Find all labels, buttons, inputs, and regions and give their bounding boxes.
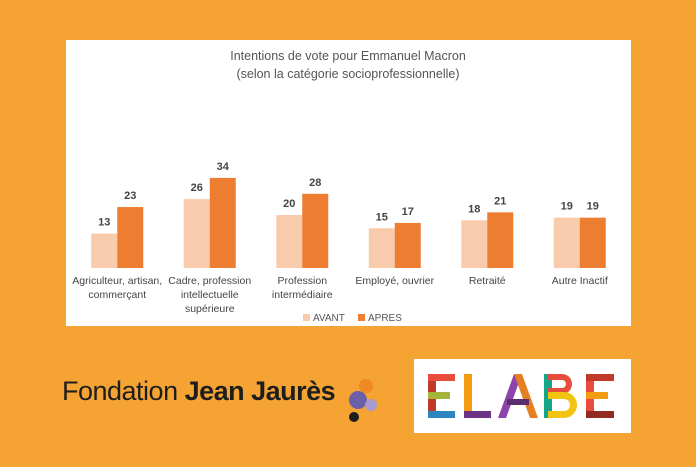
- value-label-avant-4: 18: [468, 203, 480, 215]
- value-label-apres-4: 21: [494, 195, 506, 207]
- labels-group: 13 23 Agriculteur, artisan, commerçant 26 34 C…: [72, 161, 608, 315]
- bar-apres-3: [394, 222, 421, 268]
- value-label-apres-3: 17: [402, 206, 414, 218]
- fondation-jean-jaures-wordmark: Fondation Jean Jaurès: [62, 376, 336, 407]
- category-label-0: Agriculteur, artisan, commerçant: [72, 275, 162, 301]
- category-label-3: Employé, ouvrier: [355, 275, 434, 287]
- legend-swatch-apres: [358, 314, 365, 321]
- elabe-wordmark: [428, 374, 614, 418]
- value-label-avant-1: 26: [191, 182, 203, 194]
- bar-avant-5: [553, 217, 580, 268]
- category-label-4: Retraité: [469, 275, 506, 287]
- bar-avant-0: [91, 233, 118, 268]
- bar-avant-1: [183, 199, 210, 268]
- value-label-apres-2: 28: [309, 177, 321, 189]
- bar-avant-4: [461, 220, 488, 268]
- legend: AVANT APRES: [303, 313, 402, 324]
- legend-label-avant: AVANT: [313, 313, 345, 324]
- category-label-5: Autre Inactif: [552, 275, 608, 287]
- chart-subtitle: (selon la catégorie socioprofessionnelle…: [236, 67, 459, 81]
- fondation-jean-jaures-logo: Fondation Jean Jaurès: [62, 372, 392, 432]
- bar-apres-5: [579, 217, 606, 268]
- value-label-avant-2: 20: [283, 198, 295, 210]
- fondation-word: Fondation: [62, 376, 185, 406]
- chart-panel: Intentions de vote pour Emmanuel Macron …: [66, 40, 631, 326]
- value-label-apres-5: 19: [587, 201, 599, 213]
- value-label-avant-3: 15: [376, 211, 388, 223]
- bar-apres-4: [487, 212, 514, 268]
- chart-title: Intentions de vote pour Emmanuel Macron: [230, 49, 466, 63]
- value-label-apres-1: 34: [217, 161, 230, 173]
- category-label-2: Profession intermédiaire: [272, 275, 333, 301]
- elabe-logo: [414, 359, 631, 433]
- legend-label-apres: APRES: [368, 313, 402, 324]
- bar-apres-1: [209, 177, 236, 268]
- legend-swatch-avant: [303, 314, 310, 321]
- value-label-avant-5: 19: [561, 201, 573, 213]
- bar-apres-2: [302, 193, 329, 268]
- fjj-dots-mark-icon: [349, 379, 377, 422]
- jean-jaures-word: Jean Jaurès: [184, 376, 336, 406]
- bar-avant-3: [368, 228, 395, 268]
- bars-group: [91, 177, 606, 268]
- bar-chart: Intentions de vote pour Emmanuel Macron …: [72, 49, 608, 324]
- value-label-apres-0: 23: [124, 190, 136, 202]
- value-label-avant-0: 13: [98, 217, 110, 229]
- category-label-1: Cadre, profession intellectuelle supérieur…: [168, 275, 251, 315]
- bar-apres-0: [117, 207, 144, 268]
- bar-avant-2: [276, 215, 303, 268]
